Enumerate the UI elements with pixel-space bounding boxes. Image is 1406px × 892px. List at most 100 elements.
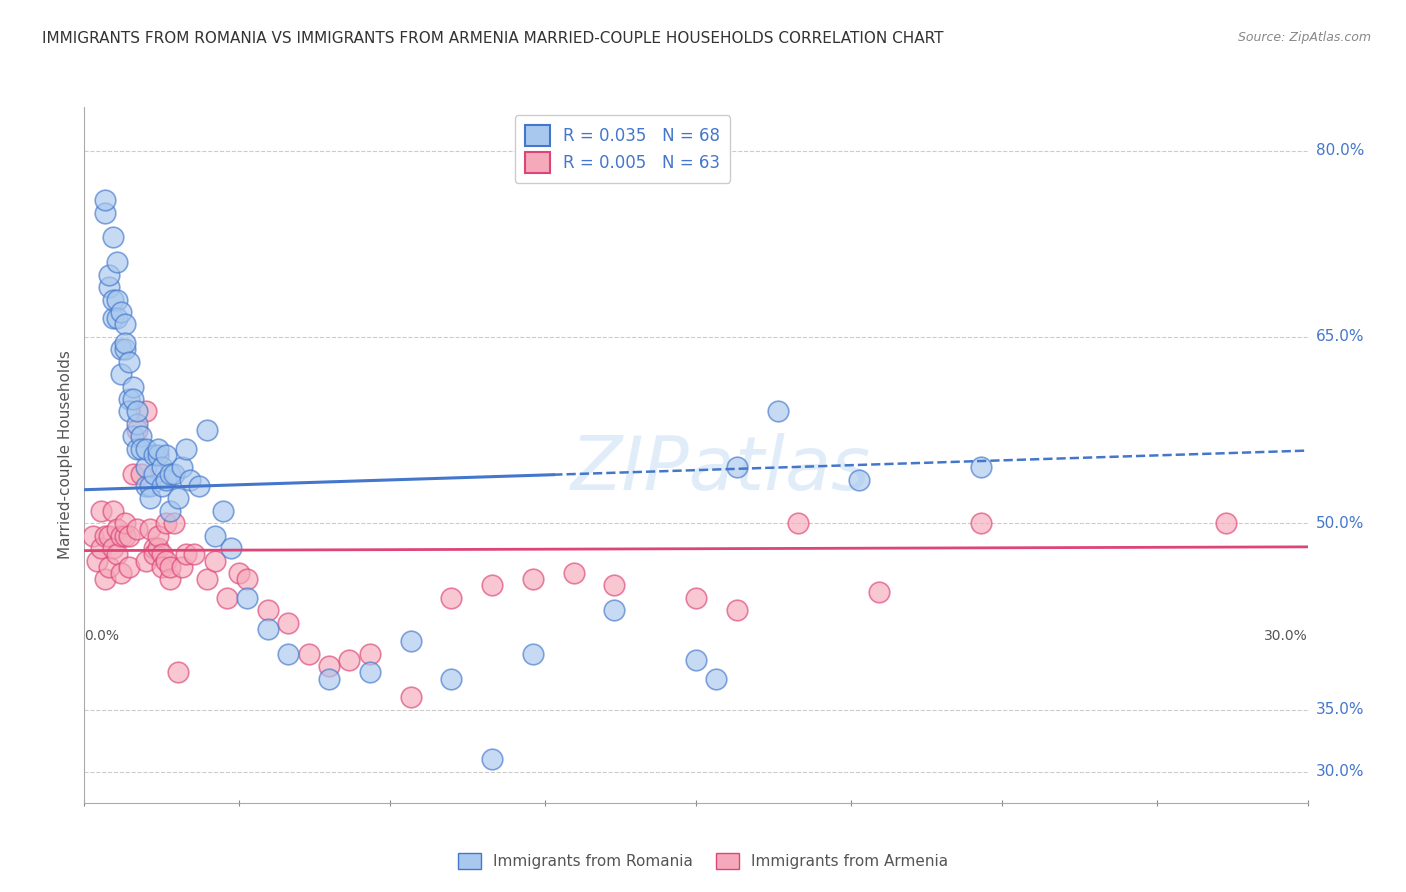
Text: Source: ZipAtlas.com: Source: ZipAtlas.com [1237,31,1371,45]
Point [110,343,132,357]
Point [159,467,181,481]
Point [93,205,115,219]
Point [522,647,544,661]
Point [118,392,141,406]
Point [97,280,120,294]
Point [93,572,115,586]
Point [440,591,463,605]
Point [174,547,197,561]
Point [150,479,173,493]
Point [159,504,181,518]
Point [135,442,157,456]
Point [228,566,250,580]
Point [127,523,149,537]
Point [704,672,728,686]
Point [562,566,585,580]
Point [110,305,132,319]
Point [97,529,120,543]
Point [179,473,201,487]
Point [257,603,280,617]
Point [127,442,149,456]
Text: IMMIGRANTS FROM ROMANIA VS IMMIGRANTS FROM ARMENIA MARRIED-COUPLE HOUSEHOLDS COR: IMMIGRANTS FROM ROMANIA VS IMMIGRANTS FR… [42,31,943,46]
Point [110,566,132,580]
Point [150,559,173,574]
Point [481,752,503,766]
Point [97,559,120,574]
Point [138,491,160,506]
Point [481,578,503,592]
Point [110,367,132,381]
Point [155,473,177,487]
Point [110,529,132,543]
Point [1215,516,1237,531]
Point [138,523,160,537]
Point [339,653,360,667]
Point [114,343,136,357]
Point [163,516,186,531]
Point [236,591,259,605]
Point [82,529,104,543]
Point [146,442,169,456]
Point [277,615,299,630]
Point [135,460,157,475]
Point [787,516,810,531]
Text: 65.0%: 65.0% [1316,329,1364,344]
Point [318,659,340,673]
Legend: Immigrants from Romania, Immigrants from Armenia: Immigrants from Romania, Immigrants from… [451,847,955,875]
Point [155,448,177,462]
Point [172,559,194,574]
Point [195,572,218,586]
Point [212,504,235,518]
Point [101,311,124,326]
Point [685,653,707,667]
Point [219,541,242,555]
Text: ZIPatlas: ZIPatlas [571,433,870,505]
Point [150,547,173,561]
Point [138,479,160,493]
Point [118,559,141,574]
Point [150,460,173,475]
Point [163,467,186,481]
Point [122,379,145,393]
Point [131,429,153,443]
Point [155,516,177,531]
Text: 80.0%: 80.0% [1316,143,1364,158]
Point [135,553,157,567]
Point [93,529,115,543]
Point [359,665,381,680]
Text: 35.0%: 35.0% [1316,702,1364,717]
Point [142,467,165,481]
Point [167,491,190,506]
Point [603,578,626,592]
Point [142,448,165,462]
Point [101,541,124,555]
Point [167,665,190,680]
Point [603,603,626,617]
Point [217,591,239,605]
Point [105,547,128,561]
Point [142,541,165,555]
Point [869,584,891,599]
Point [105,255,128,269]
Point [183,547,205,561]
Point [105,293,128,307]
Point [725,460,748,475]
Point [146,529,169,543]
Point [105,523,128,537]
Point [522,572,544,586]
Point [114,529,136,543]
Point [359,647,381,661]
Point [399,634,422,648]
Text: 30.0%: 30.0% [1264,629,1308,643]
Point [135,404,157,418]
Point [298,647,321,661]
Text: 30.0%: 30.0% [1316,764,1364,780]
Point [101,293,124,307]
Point [155,553,177,567]
Point [118,529,141,543]
Point [118,404,141,418]
Point [90,541,112,555]
Point [204,553,226,567]
Point [146,541,169,555]
Point [131,442,153,456]
